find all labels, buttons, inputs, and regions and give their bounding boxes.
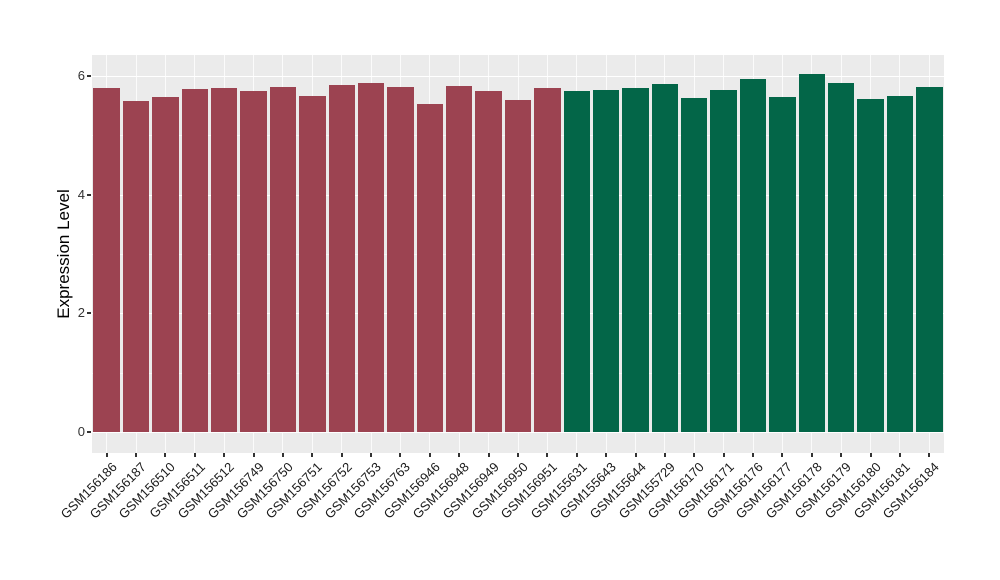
bar-GSM156170	[681, 97, 708, 432]
bar-GSM156511	[181, 89, 209, 432]
x-tick-mark	[311, 453, 314, 457]
x-tick-mark	[693, 453, 696, 457]
y-tick-label: 6	[77, 68, 85, 84]
x-tick-mark	[370, 453, 373, 457]
x-tick-mark	[722, 453, 725, 457]
x-tick-mark	[458, 453, 461, 457]
plot-panel	[92, 55, 944, 453]
bar-GSM156950	[504, 99, 532, 432]
major-gridline	[92, 432, 944, 433]
bar-GSM156171	[710, 90, 737, 432]
x-tick-mark	[223, 453, 226, 457]
x-tick-mark	[164, 453, 167, 457]
x-tick-mark	[428, 453, 431, 457]
bar-GSM156186	[93, 88, 120, 432]
bar-GSM156184	[916, 87, 943, 432]
x-tick-mark	[840, 453, 843, 457]
bar-GSM156751	[299, 95, 326, 432]
y-tick-label: 0	[77, 424, 85, 439]
bar-GSM155729	[651, 83, 679, 432]
x-tick-mark	[340, 453, 343, 457]
x-tick-mark	[663, 453, 666, 457]
x-tick-mark	[193, 453, 196, 457]
bar-GSM156763	[387, 87, 414, 432]
x-tick-mark	[752, 453, 755, 457]
bar-GSM156187	[122, 100, 150, 432]
bar-GSM156176	[739, 78, 767, 432]
bar-GSM156949	[475, 90, 502, 432]
x-tick-mark	[487, 453, 490, 457]
y-axis-title: Expression Level	[54, 189, 73, 319]
x-tick-mark	[399, 453, 402, 457]
bar-GSM156752	[328, 84, 355, 432]
bar-GSM155643	[592, 89, 620, 432]
x-tick-mark	[869, 453, 872, 457]
bar-GSM156180	[857, 99, 884, 432]
x-tick-mark	[517, 453, 519, 457]
x-tick-mark	[781, 453, 784, 457]
y-tick-mark	[87, 193, 91, 196]
bar-GSM155631	[563, 90, 590, 432]
y-tick-mark	[87, 312, 91, 315]
x-tick-mark	[135, 453, 138, 457]
x-tick-mark	[928, 453, 931, 457]
x-tick-mark	[810, 453, 813, 457]
bar-GSM156510	[152, 97, 179, 432]
x-tick-mark	[575, 453, 578, 457]
bar-GSM155644	[622, 87, 649, 432]
bar-GSM156946	[416, 103, 444, 432]
y-tick-label: 2	[77, 305, 85, 321]
bar-GSM156951	[534, 87, 561, 432]
x-tick-mark	[105, 453, 108, 457]
bar-GSM156181	[886, 95, 914, 432]
y-tick-mark	[87, 75, 91, 78]
x-tick-mark	[546, 453, 549, 457]
x-tick-mark	[281, 453, 284, 457]
bar-GSM156512	[210, 87, 238, 432]
bar-GSM156749	[240, 90, 267, 432]
x-tick-mark	[605, 453, 608, 457]
x-tick-mark	[898, 453, 901, 457]
x-tick-mark	[634, 453, 637, 457]
major-gridline	[92, 76, 944, 78]
bar-GSM156753	[357, 82, 385, 432]
bar-GSM156948	[446, 85, 473, 432]
x-tick-mark	[252, 453, 255, 457]
bar-GSM156177	[769, 96, 796, 432]
y-tick-mark	[87, 431, 91, 433]
y-tick-label: 4	[77, 186, 85, 202]
bar-GSM156179	[827, 83, 855, 432]
bar-GSM156178	[798, 74, 825, 432]
bar-GSM156750	[269, 86, 297, 432]
